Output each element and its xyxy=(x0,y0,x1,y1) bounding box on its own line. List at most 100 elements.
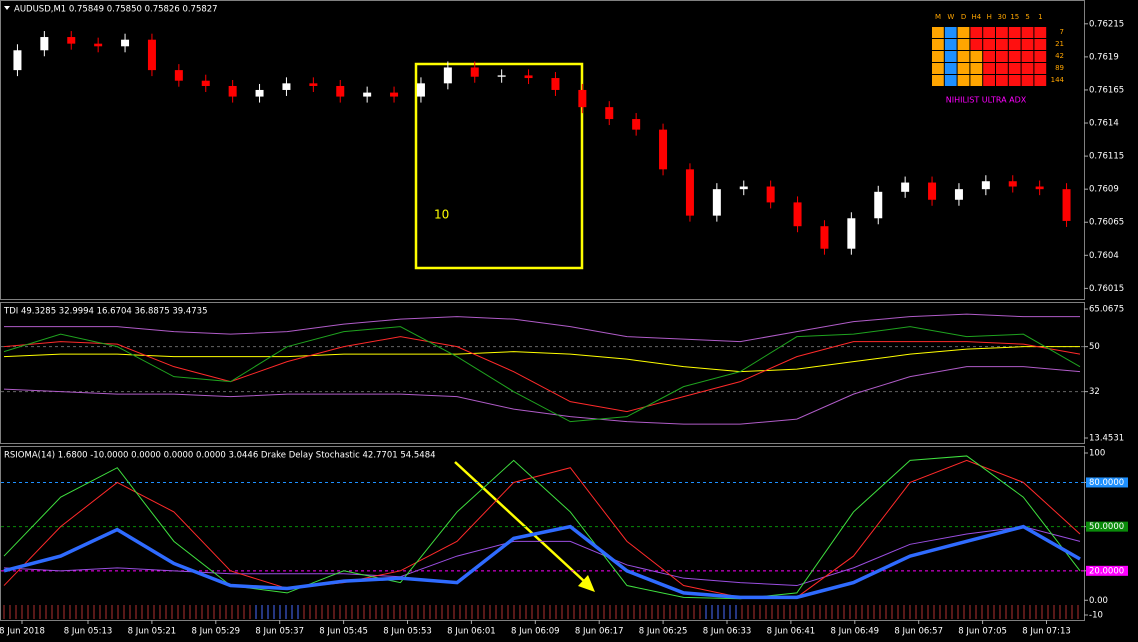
adx-cell xyxy=(996,75,1008,86)
adx-cell xyxy=(996,39,1008,50)
candle xyxy=(174,70,183,81)
candle xyxy=(1062,189,1071,221)
adx-column: 15 xyxy=(1010,13,1019,21)
adx-cell xyxy=(983,39,995,50)
candle xyxy=(847,218,856,249)
series-line xyxy=(4,313,1080,343)
series-line xyxy=(3,455,1081,600)
adx-cell xyxy=(944,27,957,38)
tick-box xyxy=(1086,477,1128,488)
x-tick-label: 8 Jun 05:21 xyxy=(128,627,177,637)
adx-cell xyxy=(1021,63,1034,74)
frame xyxy=(0,302,1085,444)
candle xyxy=(739,186,748,190)
adx-cell xyxy=(957,27,970,38)
series-line xyxy=(3,346,1080,373)
adx-row: 89 xyxy=(1055,64,1064,72)
candle xyxy=(954,189,963,200)
x-tick-label: 8 Jun 06:25 xyxy=(639,627,688,637)
candle xyxy=(981,181,990,190)
adx-cell xyxy=(932,75,944,86)
x-tick-label: 8 Jun 05:45 xyxy=(319,627,368,637)
x-tick-label: 8 Jun 06:57 xyxy=(894,627,943,637)
candle xyxy=(497,75,506,77)
adx-cell xyxy=(970,27,983,38)
y-tick-label: 0.00 xyxy=(1089,596,1108,606)
candle xyxy=(147,39,156,71)
candle xyxy=(201,80,210,86)
tick-box xyxy=(1086,565,1128,576)
adx-cell xyxy=(944,39,957,50)
y-tick-label: 80.0000 xyxy=(1089,478,1124,488)
y-tick-label: -10 xyxy=(1089,611,1103,621)
adx-cell xyxy=(1021,27,1034,38)
adx-cell xyxy=(983,75,995,86)
candle xyxy=(685,169,694,216)
candle xyxy=(1035,186,1044,190)
adx-cell xyxy=(957,39,970,50)
adx-cell xyxy=(1034,63,1047,74)
adx-cell xyxy=(957,63,970,74)
candle xyxy=(13,50,22,71)
menu-icon xyxy=(4,6,10,10)
candle xyxy=(901,182,910,192)
adx-column: H xyxy=(987,13,992,21)
chart-title: RSIOMA(14) 1.6800 -10.0000 0.0000 0.0000… xyxy=(4,451,436,461)
y-tick-label: 0.7614 xyxy=(1089,119,1119,129)
candle xyxy=(67,37,76,44)
candle xyxy=(336,85,345,97)
y-tick-label: 0.7619 xyxy=(1089,52,1119,62)
x-tick-label: 8 Jun 06:01 xyxy=(447,627,496,637)
x-tick-label: 8 Jun 2018 xyxy=(0,627,45,637)
y-tick-label: 0.76065 xyxy=(1089,218,1124,228)
x-tick-label: 8 Jun 05:53 xyxy=(383,627,432,637)
annotation: 10 xyxy=(434,208,449,222)
adx-row: 7 xyxy=(1060,28,1064,36)
y-tick-label: 32 xyxy=(1089,387,1100,397)
y-tick-label: 0.76165 xyxy=(1089,85,1124,95)
adx-cell xyxy=(1034,75,1047,86)
adx-cell xyxy=(983,51,995,62)
adx-cell xyxy=(1008,63,1021,74)
candle xyxy=(282,83,291,90)
candle xyxy=(605,107,614,120)
candle xyxy=(820,226,829,249)
adx-column: D xyxy=(961,13,966,21)
x-tick-label: 8 Jun 05:29 xyxy=(192,627,241,637)
panel-frames xyxy=(0,0,1085,621)
series-line xyxy=(3,524,1081,600)
chart-title: AUDUSD,M1 0.75849 0.75850 0.75826 0.7582… xyxy=(14,5,218,15)
adx-cell xyxy=(983,63,995,74)
series-line xyxy=(3,336,1081,413)
adx-row: 42 xyxy=(1055,52,1064,60)
y-tick-label: 0.7604 xyxy=(1089,251,1119,261)
adx-cell xyxy=(932,39,944,50)
y-tick-label: 20.0000 xyxy=(1089,566,1124,576)
candle xyxy=(40,37,49,51)
x-tick-label: 8 Jun 06:09 xyxy=(511,627,560,637)
adx-cell xyxy=(1021,75,1034,86)
candle xyxy=(659,129,668,170)
candle xyxy=(1008,181,1017,187)
adx-cell xyxy=(996,27,1008,38)
candle xyxy=(309,83,318,86)
y-tick-label: 0.76215 xyxy=(1089,19,1124,29)
y-tick-label: 0.76115 xyxy=(1089,152,1124,162)
adx-column: 5 xyxy=(1025,13,1029,21)
adx-cell xyxy=(970,39,983,50)
y-tick-label: 0.76015 xyxy=(1089,284,1124,294)
adx-cell xyxy=(932,51,944,62)
candle xyxy=(632,119,641,130)
adx-column: M xyxy=(935,13,941,21)
candle xyxy=(255,89,264,97)
series-line xyxy=(3,366,1081,425)
candle xyxy=(766,186,775,203)
highlight-box xyxy=(414,62,584,270)
adx-cell xyxy=(932,63,944,74)
adx-cell xyxy=(957,75,970,86)
adx-cell xyxy=(1034,51,1047,62)
adx-cell xyxy=(996,63,1008,74)
adx-title: NIHILIST ULTRA ADX xyxy=(946,96,1027,105)
adx-cell xyxy=(944,75,957,86)
